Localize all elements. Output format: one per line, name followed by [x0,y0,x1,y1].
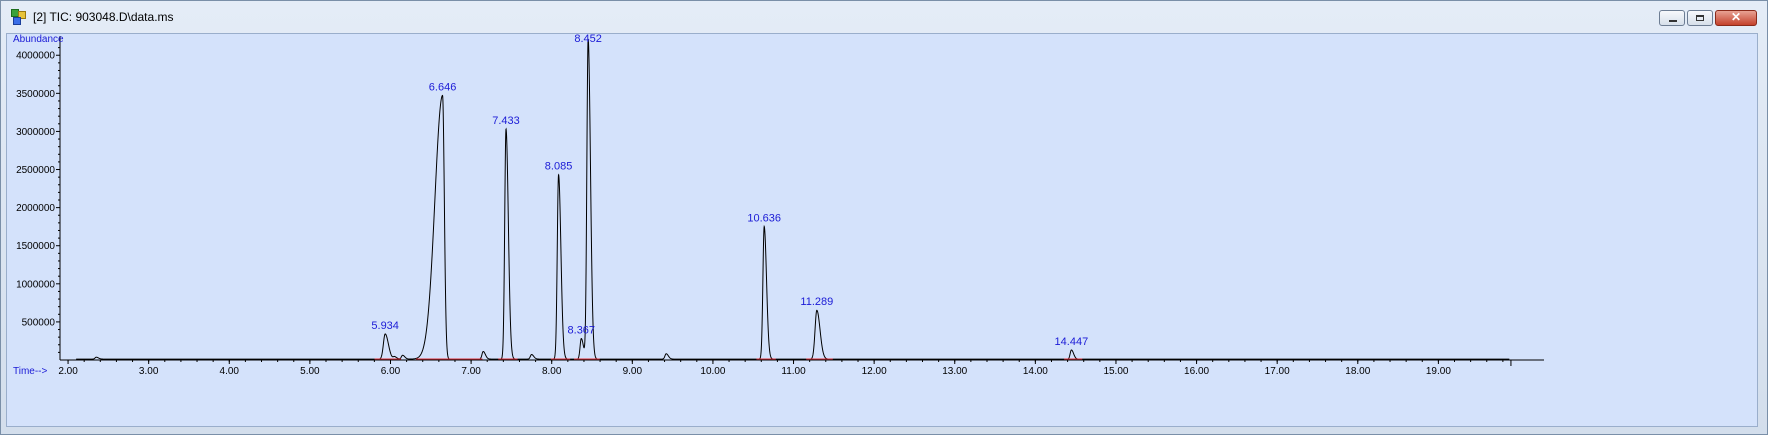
peak-label: 8.452 [574,34,602,45]
y-tick-label: 2500000 [16,165,55,176]
x-tick-label: 7.00 [461,366,481,377]
peak-label: 8.085 [545,161,573,173]
peak-label: 5.934 [371,320,399,332]
x-tick-label: 17.00 [1265,366,1290,377]
peak-label: 8.367 [568,324,596,336]
x-tick-label: 4.00 [220,366,240,377]
chromatogram-app-icon[interactable] [11,9,27,25]
y-axis-title: Abundance [13,34,64,45]
maximize-icon [1696,15,1704,21]
x-tick-label: 18.00 [1345,366,1370,377]
y-tick-label: 4000000 [16,51,55,62]
x-tick-label: 8.00 [542,366,562,377]
minimize-button[interactable] [1659,10,1685,26]
x-tick-label: 10.00 [700,366,725,377]
x-tick-label: 15.00 [1103,366,1128,377]
y-tick-label: 1500000 [16,241,55,252]
peak-label: 6.646 [429,81,457,93]
x-tick-label: 3.00 [139,366,159,377]
x-tick-label: 14.00 [1023,366,1048,377]
y-tick-label: 2000000 [16,203,55,214]
close-icon: ✕ [1730,10,1742,24]
minimize-icon [1669,20,1677,22]
close-button[interactable]: ✕ [1715,10,1757,26]
y-tick-label: 3000000 [16,127,55,138]
x-tick-label: 13.00 [942,366,967,377]
window-controls: ✕ [1659,10,1757,26]
peak-label: 10.636 [747,212,781,224]
x-tick-label: 12.00 [862,366,887,377]
x-tick-label: 19.00 [1426,366,1451,377]
x-tick-label: 2.00 [58,366,78,377]
x-tick-label: 6.00 [381,366,401,377]
y-tick-label: 500000 [22,317,56,328]
peak-label: 11.289 [800,296,833,308]
window-title: [2] TIC: 903048.D\data.ms [33,10,174,24]
x-tick-label: 11.00 [781,366,806,377]
y-tick-label: 1000000 [16,279,55,290]
x-tick-label: 16.00 [1184,366,1209,377]
peak-label: 14.447 [1055,336,1089,348]
chromatogram-chart: 500000 1000000 1500000 2000000 2500000 300000… [13,34,1544,377]
tic-trace [76,38,1510,360]
chromatogram-plot-area[interactable]: 500000 1000000 1500000 2000000 2500000 300000… [6,33,1758,427]
peak-label: 7.433 [492,115,520,127]
x-axis-title: Time--> [13,366,48,377]
x-tick-label: 9.00 [623,366,643,377]
maximize-button[interactable] [1687,10,1713,26]
title-bar[interactable]: [2] TIC: 903048.D\data.ms ✕ [1,1,1767,33]
x-tick-label: 5.00 [300,366,320,377]
y-tick-label: 3500000 [16,89,55,100]
